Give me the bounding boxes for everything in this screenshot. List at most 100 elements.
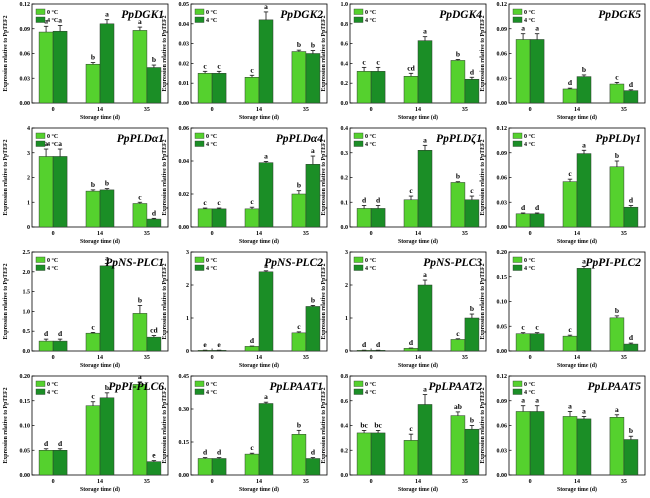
chart-11-ytick-label-2: 0.10 bbox=[497, 300, 508, 306]
chart-15-bar-s0-c2 bbox=[609, 417, 625, 476]
chart-6-letter-s1-c0: d bbox=[376, 195, 381, 204]
chart-3-legend-label-0: 0 °C bbox=[524, 9, 535, 16]
chart-6-legend-label-0: 0 °C bbox=[365, 133, 376, 140]
chart-1-xtick-label-0: 0 bbox=[211, 107, 214, 113]
chart-15-xtick-label-0: 0 bbox=[529, 479, 532, 485]
chart-7-legend-label-0: 0 °C bbox=[524, 133, 535, 140]
chart-14-legend-swatch-0 bbox=[353, 380, 364, 387]
chart-1-ytick-label-2: 0.02 bbox=[179, 61, 190, 67]
chart-10-bar-s0-c2 bbox=[450, 339, 466, 352]
chart-10-ytick-label-2: 2 bbox=[345, 283, 348, 289]
chart-10-legend-swatch-0 bbox=[353, 256, 364, 263]
chart-0-bar-s0-c2 bbox=[132, 30, 148, 104]
chart-5-ytick-label-3: 0.06 bbox=[179, 126, 190, 132]
chart-3-letter-s0-c0: a bbox=[521, 24, 525, 33]
chart-1-bar-s1-c1 bbox=[258, 19, 274, 104]
chart-15-bar-s1-c2 bbox=[623, 439, 639, 476]
chart-13-bar-s1-c1 bbox=[258, 403, 274, 476]
chart-4-xtick-label-2: 35 bbox=[144, 231, 150, 237]
chart-1-bar-s1-c0 bbox=[211, 73, 227, 104]
chart-10-bar-s0-c1 bbox=[403, 348, 419, 352]
chart-1-letter-s0-c1: c bbox=[250, 65, 254, 74]
chart-13-letter-s0-c1: c bbox=[250, 443, 254, 452]
chart-8-legend-label-0: 0 °C bbox=[47, 257, 58, 264]
chart-7-bar-s0-c0 bbox=[515, 213, 531, 228]
chart-11-legend-label-1: 4 °C bbox=[524, 265, 535, 272]
chart-7-letter-s1-c1: a bbox=[582, 140, 586, 149]
chart-9-bar-s0-c2 bbox=[291, 332, 307, 352]
chart-7-letter-s1-c0: d bbox=[535, 203, 540, 212]
chart-13-bar-s0-c1 bbox=[244, 453, 260, 476]
chart-2-ytick-label-2: 0.4 bbox=[341, 61, 349, 67]
chart-1-ylabel: Expression relative to PpTEF2 bbox=[162, 15, 168, 91]
chart-5-letter-s1-c1: a bbox=[264, 151, 268, 160]
chart-2-legend-label-1: 4 °C bbox=[365, 17, 376, 24]
chart-9-letter-s1-c2: b bbox=[311, 295, 315, 304]
chart-1-bar-s0-c1 bbox=[244, 77, 260, 104]
chart-6-panel: 0.0 0.1 0.2 0.3 0.4 0 14 35 d c b d a c 0 °C4 °C PpPLDζ… bbox=[321, 126, 487, 245]
chart-2-bar-s0-c1 bbox=[403, 76, 419, 104]
chart-2-xtick-label-1: 14 bbox=[415, 107, 421, 113]
chart-0-ytick-label-2: 0.06 bbox=[20, 52, 31, 58]
chart-3-legend-swatch-0 bbox=[512, 8, 523, 15]
chart-9-title: PpNS-PLC2 bbox=[264, 257, 323, 269]
chart-8-xtick-label-2: 35 bbox=[144, 355, 150, 361]
chart-3-xlabel: Storage time (d) bbox=[557, 114, 597, 121]
chart-8-ytick-label-2: 1.0 bbox=[23, 309, 31, 315]
chart-4-title: PpPLDα1 bbox=[117, 133, 164, 145]
chart-3-ytick-label-1: 0.03 bbox=[497, 76, 508, 82]
chart-3-ytick-label-2: 0.06 bbox=[497, 52, 508, 58]
chart-0-legend-swatch-1 bbox=[35, 16, 46, 23]
chart-10-xtick-label-0: 0 bbox=[370, 355, 373, 361]
chart-8-ytick-label-1: 0.5 bbox=[23, 329, 31, 335]
chart-5-title: PpPLDα4 bbox=[276, 133, 323, 145]
chart-2-legend-swatch-1 bbox=[353, 16, 364, 23]
chart-6-letter-s0-c1: c bbox=[409, 186, 413, 195]
chart-14-bar-s0-c2 bbox=[450, 415, 466, 476]
chart-15-title: PpLPAAT5 bbox=[588, 381, 642, 393]
chart-5-letter-s1-c0: c bbox=[217, 198, 221, 207]
chart-15-bar-s1-c1 bbox=[576, 418, 592, 476]
chart-14-ytick-label-0: 0.0 bbox=[341, 473, 349, 479]
chart-12-ytick-label-4: 0.20 bbox=[20, 374, 31, 380]
chart-2-letter-s0-c0: c bbox=[362, 57, 366, 66]
chart-11-bar-s1-c1 bbox=[576, 268, 592, 352]
chart-6-ylabel: Expression relative to PpTEF2 bbox=[321, 139, 327, 215]
chart-8-panel: 0.0 0.5 1.0 1.5 2.0 2.5 0 14 35 d c b d a cd 0 °C4 °C Pp… bbox=[3, 250, 169, 369]
chart-12-letter-s0-c0: d bbox=[44, 439, 49, 448]
chart-6-xtick-label-1: 14 bbox=[415, 231, 421, 237]
chart-9-xtick-label-2: 35 bbox=[303, 355, 309, 361]
chart-15-xlabel: Storage time (d) bbox=[557, 486, 597, 493]
chart-9-xlabel: Storage time (d) bbox=[239, 362, 279, 369]
chart-5-xlabel: Storage time (d) bbox=[239, 238, 279, 245]
chart-5-ytick-label-0: 0.00 bbox=[179, 225, 190, 231]
chart-13-panel: 0.00 0.15 0.30 0.45 0 14 35 d c b d a d 0 °C4 °C PpLPA… bbox=[162, 374, 328, 493]
chart-11-letter-s1-c1: a bbox=[582, 256, 586, 265]
chart-3-title: PpDGK5 bbox=[598, 9, 641, 21]
chart-15-xtick-label-2: 35 bbox=[621, 479, 627, 485]
chart-11-panel: 0.00 0.05 0.10 0.15 0.20 0 14 35 c c b c a d 0 °C4 °C P… bbox=[480, 250, 646, 369]
chart-14-ylabel: Expression relative to PpTEF2 bbox=[321, 387, 327, 463]
chart-14-letter-s1-c2: b bbox=[470, 416, 474, 425]
chart-1-ytick-label-4: 0.04 bbox=[179, 22, 190, 28]
chart-14-xtick-label-2: 35 bbox=[462, 479, 468, 485]
chart-7-letter-s0-c2: b bbox=[615, 151, 619, 160]
chart-13-ytick-label-3: 0.45 bbox=[179, 374, 190, 380]
chart-1-letter-s0-c0: c bbox=[203, 61, 207, 70]
chart-7-ytick-label-4: 0.12 bbox=[497, 126, 508, 132]
chart-0-xtick-label-1: 14 bbox=[97, 107, 103, 113]
chart-14-title: PpLPAAT2 bbox=[429, 381, 483, 393]
chart-12-bar-s0-c0 bbox=[38, 450, 54, 476]
chart-12-letter-s1-c0: d bbox=[58, 439, 63, 448]
chart-2-ytick-label-1: 0.2 bbox=[341, 81, 349, 87]
chart-8-letter-s1-c1: a bbox=[105, 253, 109, 262]
chart-1-bar-s1-c2 bbox=[305, 53, 321, 104]
chart-11-bar-s0-c1 bbox=[562, 335, 578, 352]
chart-7-letter-s1-c2: d bbox=[629, 196, 634, 205]
chart-7-xtick-label-1: 14 bbox=[574, 231, 580, 237]
chart-6-ytick-label-1: 0.1 bbox=[341, 200, 349, 206]
chart-14-bar-s0-c1 bbox=[403, 440, 419, 476]
chart-2-xlabel: Storage time (d) bbox=[398, 114, 438, 121]
chart-3-ytick-label-3: 0.09 bbox=[497, 27, 508, 33]
chart-10-letter-s0-c2: c bbox=[456, 329, 460, 338]
